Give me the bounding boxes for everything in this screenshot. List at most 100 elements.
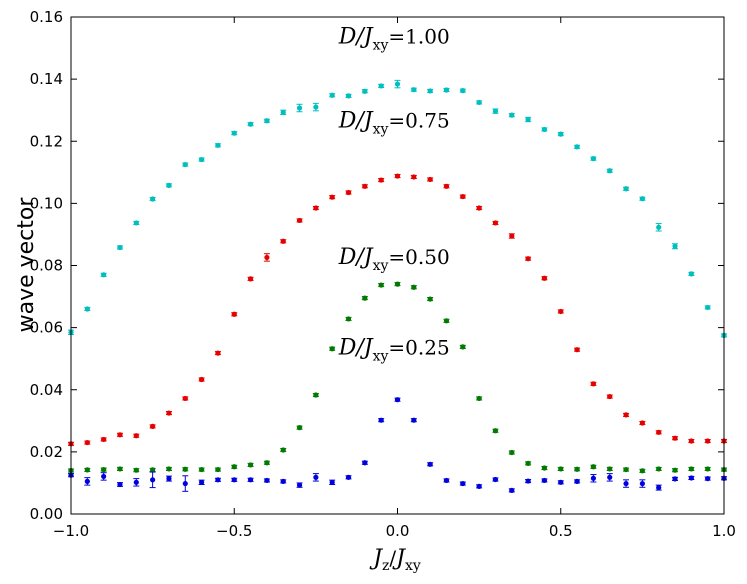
data-point [150,196,156,202]
data-point [656,224,662,230]
data-point [525,116,531,123]
data-point [541,126,548,133]
data-point [133,467,139,473]
data-point [427,461,433,467]
data-point [476,99,482,106]
data-point [296,425,303,431]
data-point [590,156,597,162]
data-point [639,468,645,474]
data-point [705,475,711,482]
data-point [378,417,384,423]
data-point [199,479,205,485]
data-point [133,220,139,226]
data-point [313,205,319,211]
data-point [590,464,597,470]
y-tick-label: 0.02 [30,443,63,461]
data-point [101,272,107,278]
data-point [607,466,613,472]
data-point [362,88,368,94]
data-point [639,480,645,487]
series-label: D/Jxy=0.25 [338,336,450,365]
x-tick-label: 0.5 [549,522,573,540]
data-point [688,438,694,444]
data-point [215,350,221,356]
data-point [101,473,107,480]
data-point [443,477,450,484]
x-tick-label: 1.0 [712,522,736,540]
data-point [231,464,237,470]
data-point [394,81,401,87]
x-axis-label: Jz/Jxy [369,546,421,574]
data-point [688,475,694,481]
data-point [525,460,531,466]
x-tick-label: 0.0 [386,522,410,540]
data-point [84,467,90,473]
data-point [199,376,205,383]
data-point [264,254,270,261]
data-point [656,484,662,491]
y-tick-label: 0.08 [30,257,63,275]
data-point [411,174,417,180]
data-point [182,480,188,487]
data-point [558,466,564,472]
data-point [345,189,352,196]
data-point [329,479,335,485]
data-point [574,466,580,472]
data-point [166,475,172,482]
data-point [117,481,123,488]
data-point [231,130,237,136]
data-point [541,275,548,281]
y-axis-label: wave vector [14,197,39,333]
data-point [329,194,335,200]
data-point [182,395,188,402]
data-point [378,83,384,89]
data-point [247,462,254,468]
data-point [525,478,531,484]
data-point [705,438,711,444]
data-point [215,466,221,473]
x-tick-label: −1.0 [53,522,89,540]
data-point [264,477,270,484]
data-point [313,392,319,398]
series-0 [68,79,727,338]
data-point [133,479,139,485]
data-point [623,466,629,473]
data-point [427,176,433,183]
y-tick-label: 0.10 [30,194,63,212]
data-point [509,233,515,239]
data-point [150,467,156,473]
data-point [705,304,711,311]
data-point [362,460,368,466]
data-point [182,466,188,472]
data-point [199,156,205,163]
data-point [623,186,629,192]
data-point [247,121,254,127]
data-point [345,316,352,322]
series-3 [68,397,727,493]
data-point [509,487,515,493]
data-point [492,220,499,226]
data-point [329,346,335,352]
data-point [558,131,564,137]
data-point [541,477,548,484]
tick-layer: −1.0 −0.5 0.0 0.5 1.0 0.00 0.02 0.04 0.06 0.08 0.1… [30,8,736,540]
data-point [313,104,319,110]
series-layer [68,79,727,493]
data-point [509,449,515,456]
data-point [280,447,286,453]
data-point [199,466,205,473]
data-point [84,439,90,446]
data-point [394,397,401,403]
series-label: D/Jxy=0.50 [338,245,450,274]
data-point [705,466,711,472]
data-point [541,465,548,471]
data-point [443,183,450,189]
data-point [150,477,156,483]
data-point [280,238,286,244]
data-point [329,92,335,98]
data-point [84,306,90,312]
data-point [672,435,678,441]
data-point [296,482,303,488]
